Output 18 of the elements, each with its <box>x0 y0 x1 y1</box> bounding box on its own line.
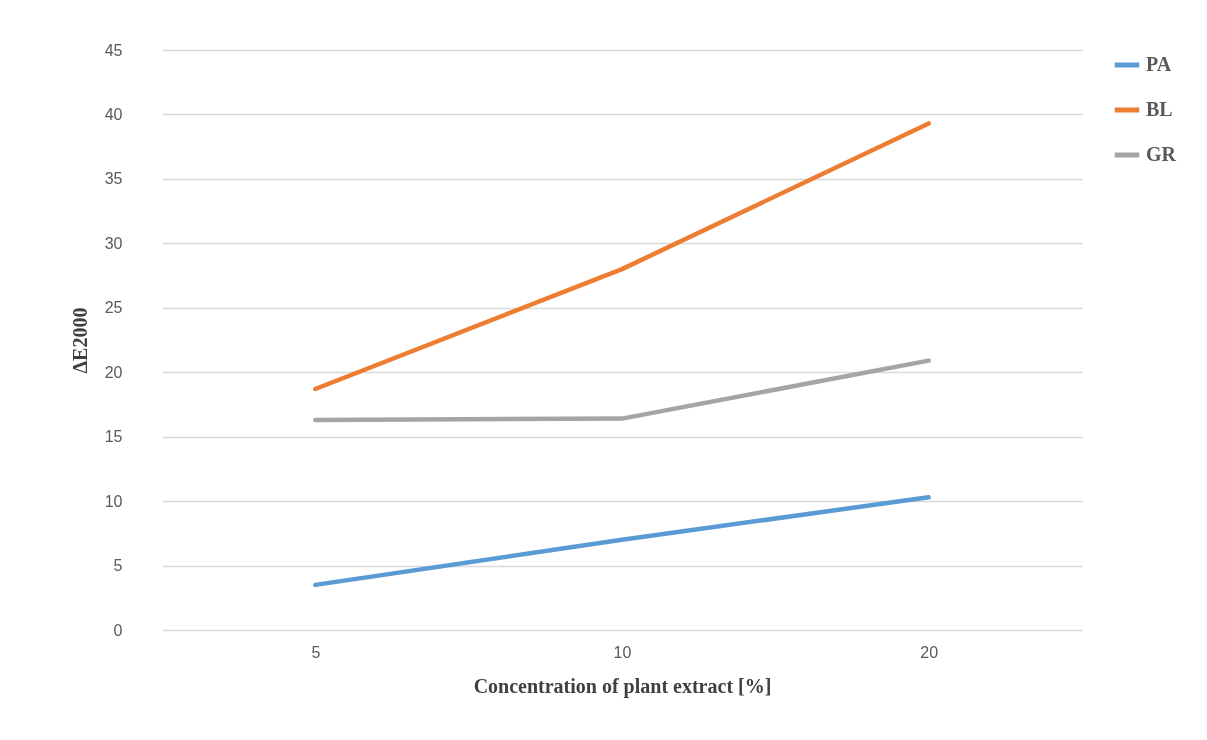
legend-label: BL <box>1146 98 1173 120</box>
y-tick-label: 25 <box>104 299 123 317</box>
x-tick-label: 10 <box>613 643 632 661</box>
y-tick-label: 40 <box>104 105 123 123</box>
y-tick-label: 0 <box>113 621 123 639</box>
y-tick-label: 20 <box>104 363 123 381</box>
y-tick-label: 35 <box>104 170 123 188</box>
y-tick-label: 10 <box>104 492 123 510</box>
y-axis-title: ΔE2000 <box>68 307 91 374</box>
legend-label: GR <box>1146 143 1177 165</box>
x-tick-label: 20 <box>920 643 939 661</box>
x-tick-label: 5 <box>311 643 321 661</box>
y-tick-label: 45 <box>104 41 123 59</box>
y-tick-label: 15 <box>104 428 123 446</box>
legend-label: PA <box>1146 53 1172 75</box>
y-tick-label: 30 <box>104 234 123 252</box>
x-axis-title: Concentration of plant extract [%] <box>473 674 772 698</box>
y-tick-label: 5 <box>113 557 123 575</box>
